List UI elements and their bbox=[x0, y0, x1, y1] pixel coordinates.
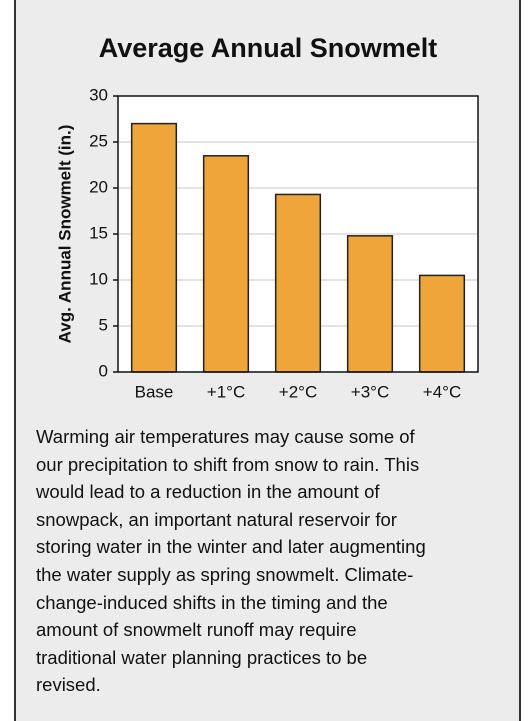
x-tick-label: +1°C bbox=[207, 382, 245, 401]
y-tick-label: 10 bbox=[89, 269, 108, 288]
x-tick-label: +3°C bbox=[351, 382, 389, 401]
bar bbox=[346, 235, 394, 373]
y-tick-label: 25 bbox=[89, 131, 108, 150]
y-tick-label: 5 bbox=[99, 315, 108, 334]
caption: Warming air temperatures may cause some … bbox=[36, 423, 516, 699]
bar bbox=[274, 193, 322, 373]
caption-line: traditional water planning practices to … bbox=[36, 646, 368, 668]
plot-frame bbox=[117, 95, 479, 373]
x-tick-label: Base bbox=[135, 382, 174, 401]
caption-line: revised. bbox=[36, 674, 101, 696]
caption-line: Warming air temperatures may cause some … bbox=[36, 426, 415, 447]
y-tick-label: 0 bbox=[99, 361, 108, 380]
y-tick-label: 15 bbox=[89, 223, 108, 242]
bar bbox=[418, 274, 466, 373]
caption-line: our precipitation to shift from snow to … bbox=[36, 453, 420, 475]
x-tick-label: +2°C bbox=[279, 382, 317, 401]
caption-line: storing water in the winter and later au… bbox=[36, 536, 426, 558]
chart: Average Annual Snowmelt Avg. Annual Snow… bbox=[55, 33, 479, 401]
chart-title: Average Annual Snowmelt bbox=[99, 33, 438, 63]
y-tick-label: 30 bbox=[89, 85, 108, 104]
caption-line: amount of snowmelt runoff may require bbox=[36, 619, 357, 641]
caption-line: change-induced shifts in the timing and … bbox=[36, 591, 388, 613]
bar bbox=[130, 122, 178, 373]
caption-line: the water supply as spring snowmelt. Cli… bbox=[36, 563, 414, 585]
caption-line: would lead to a reduction in the amount … bbox=[36, 481, 380, 503]
y-tick-label: 20 bbox=[89, 177, 108, 196]
y-axis-label: Avg. Annual Snowmelt (in.) bbox=[55, 125, 74, 344]
bar bbox=[202, 155, 250, 373]
x-tick-label: +4°C bbox=[423, 382, 461, 401]
caption-line: snowpack, an important natural reservoir… bbox=[36, 508, 397, 530]
